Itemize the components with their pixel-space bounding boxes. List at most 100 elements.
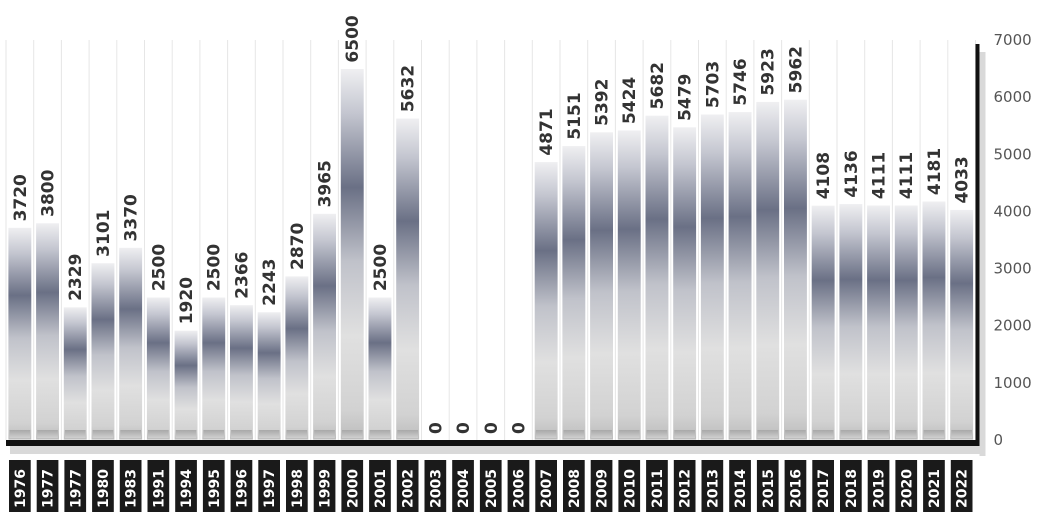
- x-tick-background: [840, 460, 862, 512]
- x-tick-label: 2015: [761, 469, 777, 508]
- bar: [201, 296, 226, 441]
- bar-base: [314, 430, 335, 438]
- x-tick-label: 2007: [539, 469, 555, 508]
- bar-base: [397, 430, 418, 438]
- x-tick-background: [64, 460, 87, 512]
- bar-base: [840, 430, 862, 438]
- x-tick-label: 2012: [678, 469, 694, 508]
- bar: [838, 203, 864, 441]
- x-tick-background: [867, 460, 890, 512]
- value-label: 0: [482, 422, 502, 434]
- bar-base: [868, 430, 889, 438]
- bar-base: [203, 430, 225, 438]
- bar-base: [37, 430, 58, 438]
- bar: [700, 113, 725, 441]
- bar-base: [64, 430, 86, 438]
- bar-base: [148, 430, 169, 438]
- bar-base: [258, 430, 280, 438]
- value-label: 5682: [648, 62, 668, 109]
- x-tick-background: [729, 460, 751, 512]
- column-separators: [5, 40, 976, 440]
- value-label: 5151: [565, 92, 585, 139]
- bar-base: [369, 430, 391, 438]
- bar: [339, 68, 365, 441]
- bar-base: [923, 430, 945, 438]
- x-tick-label: 2008: [567, 469, 583, 508]
- x-tick-background: [479, 460, 502, 512]
- value-label: 0: [454, 422, 474, 434]
- x-tick-label: 2017: [816, 469, 832, 508]
- y-axis-line: [975, 44, 980, 444]
- x-tick-background: [673, 460, 696, 512]
- bar: [672, 126, 697, 441]
- x-tick-label: 1977: [41, 469, 57, 508]
- x-axis-shadow: [10, 446, 980, 454]
- y-tick-labels-group: 0 1000 2000 3000 4000 5000 6000 7000: [994, 31, 1032, 449]
- value-label: 2870: [288, 223, 308, 270]
- x-tick-background: [313, 460, 336, 512]
- x-tick-label: 2011: [650, 469, 666, 508]
- bar: [561, 145, 587, 441]
- bar: [256, 311, 282, 441]
- y-tick-label: 3000: [994, 260, 1032, 278]
- value-label: 5703: [703, 61, 723, 108]
- value-label: 2500: [205, 244, 225, 291]
- x-tick-background: [950, 460, 973, 512]
- x-tick-background: [701, 460, 724, 512]
- value-label: 0: [509, 422, 529, 434]
- x-tick-label: 1996: [234, 469, 250, 508]
- value-label: 3800: [39, 169, 59, 216]
- x-tick-label: 2009: [595, 469, 611, 508]
- x-tick-background: [895, 460, 918, 512]
- x-tick-background: [230, 460, 253, 512]
- value-label: 3720: [11, 174, 31, 221]
- x-tick-label: 2004: [456, 469, 472, 508]
- x-tick-label: 1999: [318, 469, 334, 508]
- bar: [312, 213, 337, 441]
- bar: [7, 227, 33, 441]
- x-tick-label: 2000: [345, 469, 361, 508]
- bar: [118, 247, 143, 441]
- y-tick-label: 1000: [994, 374, 1032, 392]
- value-label: 4136: [842, 150, 862, 197]
- x-tick-label: 2021: [927, 469, 943, 508]
- x-tick-label: 2006: [511, 469, 527, 508]
- bar-base: [729, 430, 751, 438]
- bar: [589, 131, 614, 441]
- value-label: 4181: [925, 148, 945, 195]
- value-label: 1920: [177, 277, 197, 324]
- bar: [173, 329, 199, 441]
- bar: [229, 304, 254, 441]
- x-tick-background: [369, 460, 391, 512]
- bar: [866, 204, 891, 441]
- value-label: 3101: [94, 209, 114, 256]
- bar: [783, 98, 808, 441]
- bar-base: [785, 430, 806, 438]
- x-tick-background: [756, 460, 779, 512]
- bar: [90, 262, 116, 441]
- bar: [35, 222, 60, 441]
- x-tick-background: [258, 460, 280, 512]
- value-label: 3965: [316, 160, 336, 207]
- x-tick-label: 2003: [428, 469, 444, 508]
- x-tick-label: 2022: [955, 469, 971, 508]
- x-tick-label: 2014: [733, 469, 749, 508]
- x-tick-background: [119, 460, 142, 512]
- bar: [63, 306, 88, 441]
- y-tick-label: 7000: [994, 31, 1032, 49]
- x-tick-label: 1976: [13, 469, 29, 508]
- x-tick-background: [424, 460, 447, 512]
- x-tick-label: 2010: [622, 469, 638, 508]
- x-tick-label: 2020: [899, 469, 915, 508]
- x-tick-background: [175, 460, 197, 512]
- bar-base: [757, 430, 779, 438]
- x-tick-label: 1997: [262, 469, 278, 508]
- x-tick-labels-group: 1976 1977 1977 1980 1983 1991 1994 1995 1996 1997…: [9, 460, 973, 512]
- bar: [146, 296, 171, 441]
- x-tick-label: 1983: [124, 469, 140, 508]
- bar-base: [951, 430, 972, 438]
- x-tick-label: 1977: [68, 469, 84, 508]
- value-label: 2500: [149, 244, 169, 291]
- value-label: 5424: [620, 77, 640, 124]
- x-tick-label: 2016: [788, 469, 804, 508]
